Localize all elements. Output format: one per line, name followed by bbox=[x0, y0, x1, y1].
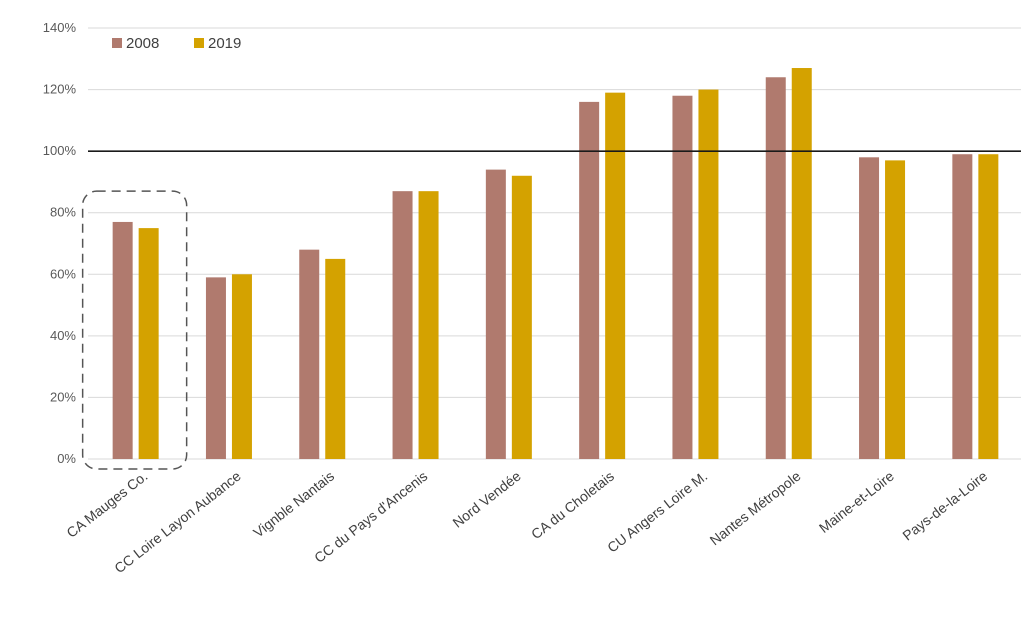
x-axis-labels: CA Mauges Co.CC Loire Layon Aubance Vignb… bbox=[63, 468, 990, 577]
y-axis-ticks: 0% 20% 40% 60% 80% 100% 120% 140% bbox=[43, 20, 77, 466]
bar-2019 bbox=[418, 191, 439, 459]
x-tick-label: Maine-et-Loire bbox=[816, 468, 897, 536]
bar-2019 bbox=[791, 68, 812, 460]
y-tick-label: 140% bbox=[43, 20, 77, 35]
y-tick-label: 80% bbox=[50, 205, 76, 220]
bar-2008 bbox=[952, 154, 973, 459]
legend: 2008 2019 bbox=[112, 35, 241, 52]
bar-2019 bbox=[885, 160, 906, 459]
bar-2008 bbox=[579, 101, 600, 459]
bar-2019 bbox=[325, 258, 346, 459]
highlight-group bbox=[81, 190, 188, 470]
y-tick-label: 120% bbox=[43, 82, 77, 97]
bar-2008 bbox=[765, 77, 786, 459]
legend-swatch-2008 bbox=[112, 38, 122, 48]
x-tick-label: Pays-de-la-Loire bbox=[899, 468, 990, 544]
y-tick-label: 60% bbox=[50, 266, 76, 281]
bar-2019 bbox=[698, 89, 719, 460]
x-tick-label: CA Mauges Co. bbox=[63, 468, 150, 541]
highlight-box bbox=[81, 190, 188, 470]
y-tick-label: 40% bbox=[50, 328, 76, 343]
bar-2008 bbox=[859, 157, 880, 460]
x-tick-label: CA du Choletais bbox=[528, 468, 617, 542]
y-tick-label: 20% bbox=[50, 389, 76, 404]
bar-2019 bbox=[978, 154, 999, 459]
bar-2019 bbox=[511, 175, 532, 459]
x-tick-label: CU Angers Loire M. bbox=[604, 468, 710, 556]
legend-label-2008: 2008 bbox=[126, 35, 159, 52]
legend-swatch-2019 bbox=[194, 38, 204, 48]
bar-2008 bbox=[112, 221, 133, 459]
x-tick-label: Nantes Métropole bbox=[707, 468, 804, 549]
bar-2008 bbox=[205, 277, 226, 459]
x-tick-label: Nord Vendée bbox=[449, 468, 523, 531]
bar-2019 bbox=[231, 274, 252, 459]
bar-2019 bbox=[605, 92, 626, 460]
legend-label-2019: 2019 bbox=[208, 35, 241, 52]
bar-2008 bbox=[485, 169, 506, 459]
bar-2008 bbox=[299, 249, 320, 459]
y-tick-label: 0% bbox=[57, 451, 76, 466]
bar-2008 bbox=[672, 95, 693, 459]
bar-2019 bbox=[138, 228, 159, 459]
y-tick-label: 100% bbox=[43, 143, 77, 158]
gridlines bbox=[88, 27, 1021, 460]
bar-2008 bbox=[392, 191, 413, 459]
bars bbox=[112, 68, 999, 460]
x-tick-label: Vignble Nantais bbox=[250, 468, 337, 541]
